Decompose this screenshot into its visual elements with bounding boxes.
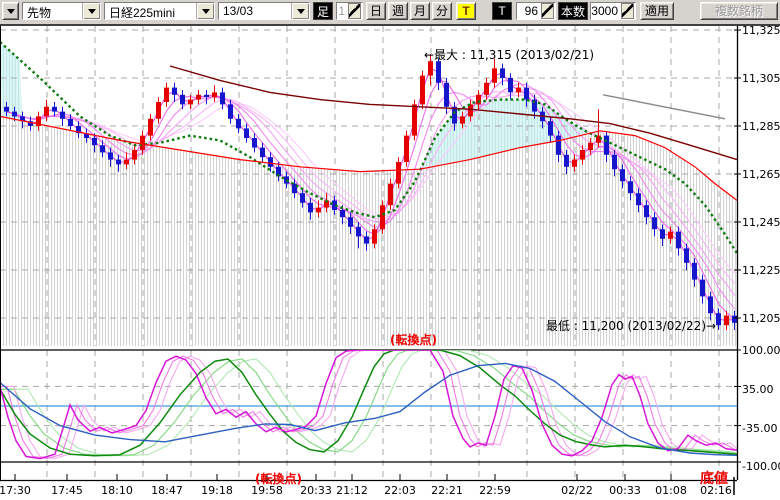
oscillator-axis-tick-label: 100.00 (742, 343, 780, 357)
time-axis-tick-label: 22:03 (384, 484, 416, 497)
spinner-icon[interactable] (621, 3, 634, 19)
history-dropdown-button[interactable] (2, 2, 19, 20)
dropdown-arrow-icon (6, 8, 15, 14)
multi-symbol-button[interactable]: 複数銘柄 (700, 2, 778, 20)
dropdown-arrow-icon (296, 8, 305, 14)
bars-value: 96 (524, 4, 538, 18)
turning-point-lower-annotation: (転換点) (255, 472, 302, 486)
price-axis-tick-label: 11,325 (742, 23, 780, 37)
time-axis-tick-label: 18:47 (151, 484, 183, 497)
dropdown-arrow-button[interactable] (291, 3, 309, 19)
interval-spinner[interactable]: 1 (336, 2, 363, 20)
count-value: 3000 (591, 4, 618, 18)
category-value: 先物 (27, 6, 52, 19)
time-axis-tick-label: 19:18 (201, 484, 233, 497)
min-price-annotation: 最低 : 11,200 (2013/02/22)→ (546, 319, 717, 333)
symbol-combobox[interactable]: 日経225mini (104, 2, 215, 20)
t-label: T (492, 2, 512, 20)
time-axis-tick-label: 01:08 (655, 484, 687, 497)
bars-count-label: 本数 (558, 2, 588, 20)
price-axis-tick-label: 11,245 (742, 215, 780, 229)
interval-day-button[interactable]: 日 (366, 2, 386, 20)
price-axis-tick-label: 11,205 (742, 311, 780, 325)
bars-spinner[interactable]: 96 (516, 2, 556, 20)
apply-button[interactable]: 適用 (640, 2, 674, 20)
dropdown-arrow-button[interactable] (196, 3, 214, 19)
oscillator-axis-tick-label: -100.00 (742, 459, 780, 473)
time-axis-tick-label: 21:12 (336, 484, 368, 497)
spinner-icon[interactable] (348, 3, 361, 19)
time-axis-tick-label: 20:33 (300, 484, 332, 497)
price-axis-tick-label: 11,305 (742, 71, 780, 85)
dropdown-arrow-icon (87, 8, 96, 14)
time-axis-tick-label: 17:45 (51, 484, 83, 497)
spinner-icon[interactable] (541, 3, 554, 19)
contract-month-value: 13/03 (223, 4, 254, 18)
oscillator-axis-tick-label: 35.00 (742, 382, 774, 396)
oscillator-axis-tick-label: -35.00 (742, 421, 778, 435)
interval-value: 1 (338, 4, 345, 18)
toolbar: 先物 日経225mini 13/03 足 1 日 週 月 分 T T 96 本数… (0, 0, 780, 25)
time-axis-tick-label: 22:59 (479, 484, 511, 497)
dropdown-arrow-icon (201, 8, 210, 14)
price-axis-tick-label: 11,265 (742, 167, 780, 181)
category-combobox[interactable]: 先物 (22, 2, 101, 20)
time-axis-tick-label: 00:33 (609, 484, 641, 497)
time-axis-tick-label: 18:10 (101, 484, 133, 497)
symbol-value: 日経225mini (109, 6, 176, 19)
time-axis-tick-label: 02/22 (561, 484, 593, 497)
interval-week-button[interactable]: 週 (388, 2, 408, 20)
interval-minute-button[interactable]: 分 (432, 2, 452, 20)
tick-mode-button[interactable]: T (456, 2, 476, 20)
ashi-label: 足 (313, 2, 333, 20)
time-axis-tick-label: 19:58 (251, 484, 283, 497)
dropdown-arrow-button[interactable] (82, 3, 100, 19)
price-axis-tick-label: 11,225 (742, 263, 780, 277)
bottom-price-annotation: 底値 (700, 471, 728, 487)
count-spinner[interactable]: 3000 (590, 2, 636, 20)
time-axis-tick-label: 17:30 (0, 484, 31, 497)
interval-month-button[interactable]: 月 (410, 2, 430, 20)
time-axis-tick-label: 22:21 (431, 484, 463, 497)
time-axis-tick-label: 02:16 (700, 484, 732, 497)
turning-point-upper-annotation: (転換点) (390, 333, 437, 347)
contract-month-combobox[interactable]: 13/03 (218, 2, 310, 20)
max-price-annotation: ←最大 : 11,315 (2013/02/21) (424, 48, 595, 62)
price-axis-tick-label: 11,285 (742, 119, 780, 133)
